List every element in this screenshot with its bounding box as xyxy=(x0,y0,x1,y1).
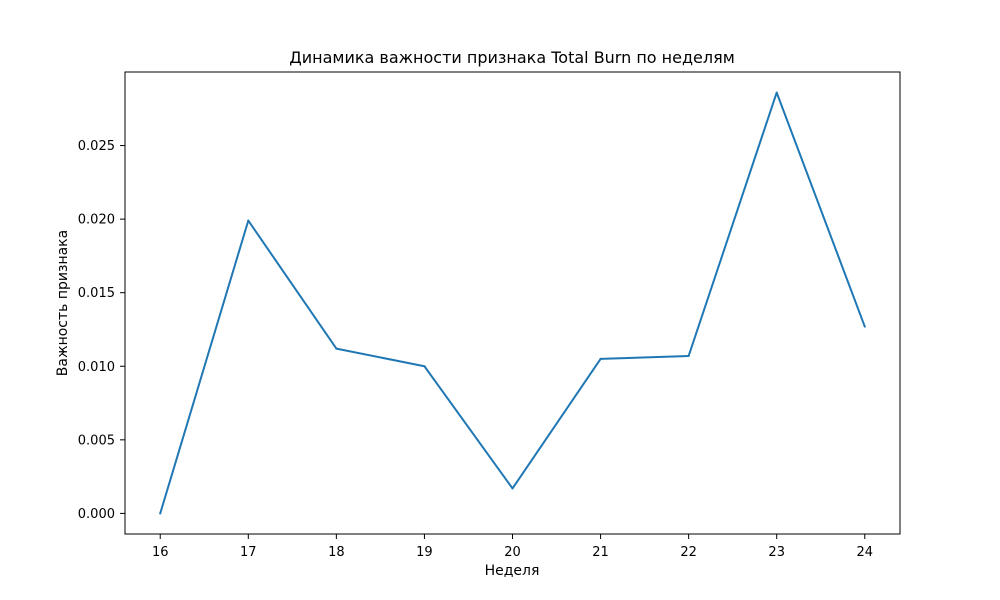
y-axis: 0.000 0.005 0.010 0.015 0.020 0.025 xyxy=(78,139,125,522)
x-axis: 16 17 18 19 20 21 22 23 24 xyxy=(152,534,873,560)
x-tick-label: 22 xyxy=(680,545,697,560)
x-tick-label: 21 xyxy=(592,545,609,560)
y-tick-label: 0.010 xyxy=(78,360,115,375)
x-tick-label: 20 xyxy=(504,545,521,560)
data-point xyxy=(599,357,602,360)
y-tick-label: 0.020 xyxy=(78,213,115,228)
x-axis-label: Неделя xyxy=(485,563,540,579)
data-point xyxy=(247,219,250,222)
x-tick-label: 17 xyxy=(240,545,257,560)
data-point xyxy=(775,91,778,94)
y-axis-label: Важность признака xyxy=(55,230,71,376)
x-tick-label: 19 xyxy=(416,545,433,560)
data-point xyxy=(159,512,162,515)
y-tick-label: 0.005 xyxy=(78,433,115,448)
x-tick-label: 18 xyxy=(328,545,345,560)
data-point xyxy=(863,325,866,328)
series-line-0 xyxy=(159,91,866,515)
data-point xyxy=(511,487,514,490)
y-tick-label: 0.015 xyxy=(78,286,115,301)
chart-title: Динамика важности признака Total Burn по… xyxy=(289,48,735,67)
x-tick-label: 23 xyxy=(768,545,785,560)
x-tick-label: 16 xyxy=(152,545,169,560)
plot-area xyxy=(159,91,866,515)
data-point xyxy=(423,365,426,368)
data-point xyxy=(335,347,338,350)
plot-frame xyxy=(124,71,901,535)
y-tick-label: 0.000 xyxy=(78,507,115,522)
x-tick-label: 24 xyxy=(856,545,873,560)
data-point xyxy=(687,354,690,357)
y-tick-label: 0.025 xyxy=(78,139,115,154)
